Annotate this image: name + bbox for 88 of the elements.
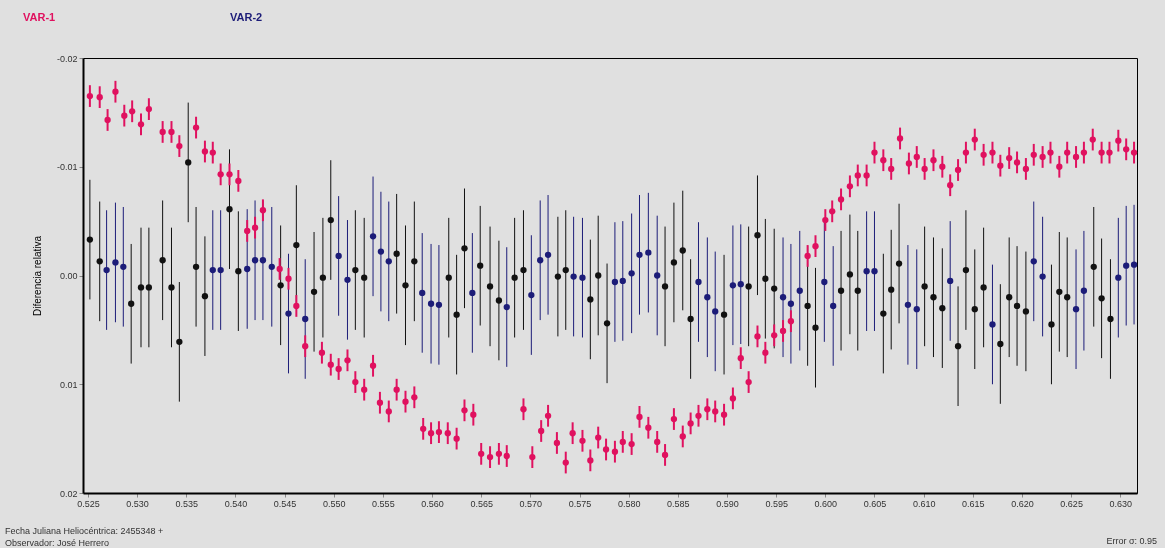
y-tick-label: -0.01 — [56, 162, 78, 173]
x-tick-label: 0.545 — [273, 498, 297, 509]
point — [1080, 287, 1088, 294]
point — [579, 274, 586, 281]
point — [217, 266, 224, 274]
point — [385, 258, 392, 265]
point — [628, 270, 635, 277]
point — [645, 249, 652, 256]
text: VAR-1 — [23, 11, 56, 23]
point — [302, 315, 309, 323]
point — [112, 259, 119, 266]
y-tick-label: 0.01 — [59, 379, 78, 390]
point — [335, 252, 342, 260]
y-tick-label: 0.00 — [59, 271, 78, 281]
point — [904, 301, 912, 309]
x-tick-label: 0.610 — [912, 498, 936, 509]
point — [1123, 262, 1130, 269]
x-tick-label: 0.605 — [863, 498, 887, 509]
point — [503, 303, 510, 311]
text: Fecha Juliana Heliocéntrica: 2455348 + — [5, 526, 164, 536]
x-tick-label: 0.615 — [962, 498, 985, 509]
x-tick-label: 0.535 — [175, 498, 198, 509]
text: Error σ: 0.95 — [1106, 536, 1157, 546]
x-tick-label: 0.590 — [716, 498, 739, 509]
x-tick-label: 0.595 — [765, 498, 788, 509]
point — [344, 276, 351, 284]
y-tick-label: 0.02 — [59, 488, 78, 499]
point — [369, 233, 377, 240]
point — [1130, 261, 1138, 268]
point — [863, 267, 870, 275]
y-tick-label: -0.02 — [56, 53, 78, 64]
text: Observador: José Herrero — [5, 538, 110, 548]
point — [636, 251, 643, 258]
point — [268, 263, 275, 270]
point — [611, 278, 619, 286]
x-tick-label: 0.585 — [667, 498, 690, 509]
point — [285, 310, 292, 317]
point — [1115, 274, 1122, 281]
point — [695, 278, 702, 286]
x-tick-label: 0.555 — [372, 498, 395, 509]
point — [796, 287, 803, 294]
x-tick-label: 0.575 — [568, 498, 592, 509]
point — [120, 263, 127, 270]
point — [544, 251, 552, 258]
point — [704, 294, 711, 301]
point — [251, 257, 259, 264]
x-tick-label: 0.625 — [1060, 498, 1083, 509]
x-tick-label: 0.565 — [470, 498, 493, 509]
point — [537, 257, 544, 264]
point — [259, 257, 267, 264]
point — [528, 291, 535, 299]
point — [619, 277, 626, 285]
point — [570, 273, 577, 280]
point — [830, 302, 837, 310]
point — [469, 289, 476, 297]
x-tick-label: 0.600 — [814, 498, 838, 509]
x-tick-label: 0.530 — [126, 498, 149, 509]
x-tick-label: 0.580 — [617, 498, 641, 509]
point — [947, 277, 954, 285]
point — [244, 265, 251, 273]
point — [712, 308, 719, 315]
point — [1072, 306, 1080, 313]
point — [729, 282, 737, 289]
point — [989, 321, 996, 328]
point — [871, 267, 878, 275]
y-axis-title: Diferencia relativa — [31, 235, 43, 317]
point — [209, 266, 216, 274]
point — [377, 248, 385, 255]
point — [419, 289, 426, 297]
point — [821, 278, 828, 286]
x-tick-label: 0.570 — [519, 498, 543, 509]
text: VAR-2 — [230, 11, 263, 23]
x-tick-label: 0.550 — [322, 498, 346, 509]
point — [427, 300, 435, 307]
x-tick-label: 0.630 — [1109, 498, 1133, 509]
point — [787, 300, 795, 307]
point — [103, 266, 110, 274]
point — [779, 294, 787, 301]
point — [1039, 273, 1046, 280]
point — [1030, 258, 1037, 265]
point — [654, 272, 661, 279]
x-tick-label: 0.525 — [77, 498, 100, 509]
x-tick-label: 0.540 — [224, 498, 248, 509]
x-tick-label: 0.560 — [421, 498, 444, 509]
point — [913, 306, 920, 313]
point — [435, 301, 443, 309]
x-tick-label: 0.620 — [1011, 498, 1034, 509]
point — [737, 281, 744, 288]
